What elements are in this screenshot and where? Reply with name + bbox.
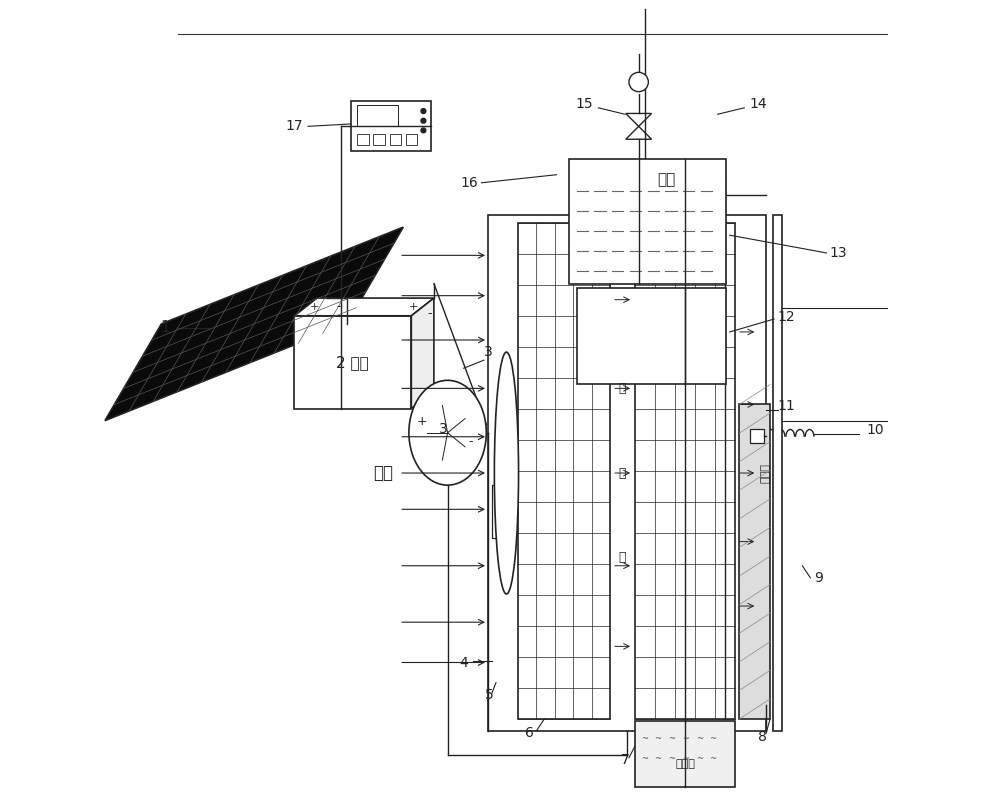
Circle shape <box>421 108 426 113</box>
Circle shape <box>629 72 648 91</box>
Polygon shape <box>294 298 434 316</box>
Text: -: - <box>428 307 432 320</box>
Text: 冷空气: 冷空气 <box>760 463 770 483</box>
Text: 6: 6 <box>525 726 534 739</box>
Polygon shape <box>411 298 434 409</box>
Ellipse shape <box>409 380 486 485</box>
Text: 7: 7 <box>621 753 629 767</box>
Text: 空: 空 <box>619 467 626 480</box>
Ellipse shape <box>494 352 519 594</box>
Text: +: + <box>409 302 418 312</box>
Bar <box>390 133 401 145</box>
Text: 空气: 空气 <box>373 464 393 482</box>
Text: ~: ~ <box>696 754 703 764</box>
Bar <box>351 100 431 150</box>
Text: 1: 1 <box>161 320 170 335</box>
Text: ~: ~ <box>709 754 716 764</box>
Bar <box>488 215 766 731</box>
Bar <box>357 133 369 145</box>
Text: +: + <box>310 302 319 312</box>
Text: 11: 11 <box>777 399 795 413</box>
Bar <box>406 133 417 145</box>
Polygon shape <box>105 227 403 421</box>
Bar <box>635 223 735 719</box>
Text: 16: 16 <box>460 176 478 190</box>
Text: ~: ~ <box>641 754 648 764</box>
Text: 13: 13 <box>830 246 847 260</box>
Text: ~: ~ <box>709 735 716 743</box>
Bar <box>581 375 722 384</box>
Text: -: - <box>337 300 341 313</box>
Bar <box>569 159 726 284</box>
Bar <box>635 722 735 787</box>
Circle shape <box>421 118 426 123</box>
Text: 3: 3 <box>439 421 448 436</box>
Text: 热: 热 <box>619 382 626 395</box>
Bar <box>581 357 722 366</box>
Text: ~: ~ <box>682 754 689 764</box>
Bar <box>581 340 722 349</box>
Text: ~: ~ <box>682 735 689 743</box>
Text: 2 电瓶: 2 电瓶 <box>336 354 369 370</box>
Text: 凝结水: 凝结水 <box>675 760 695 769</box>
Text: 3: 3 <box>484 345 493 359</box>
Text: ~: ~ <box>641 735 648 743</box>
Text: 5: 5 <box>485 688 494 701</box>
Circle shape <box>421 128 426 133</box>
Text: ~: ~ <box>696 735 703 743</box>
Bar <box>373 133 385 145</box>
Bar <box>773 215 782 731</box>
Text: 10: 10 <box>866 423 884 438</box>
Text: -: - <box>469 434 473 448</box>
Text: 17: 17 <box>286 120 303 133</box>
Bar <box>581 304 722 314</box>
Text: 8: 8 <box>758 730 766 743</box>
Bar <box>294 316 411 409</box>
Text: 9: 9 <box>814 571 823 585</box>
Text: ~: ~ <box>655 754 662 764</box>
Polygon shape <box>626 126 652 139</box>
Text: 净水: 净水 <box>657 172 675 188</box>
Bar <box>581 286 722 296</box>
Text: ~: ~ <box>668 754 675 764</box>
Polygon shape <box>626 113 652 126</box>
Bar <box>577 287 726 384</box>
Text: 14: 14 <box>749 97 767 111</box>
Bar <box>739 404 770 719</box>
Text: ~: ~ <box>668 735 675 743</box>
Text: 15: 15 <box>576 97 593 111</box>
Text: 12: 12 <box>777 311 795 324</box>
Bar <box>581 322 722 332</box>
Text: 4: 4 <box>459 655 468 670</box>
Bar <box>518 223 610 719</box>
Text: 气: 气 <box>619 551 626 564</box>
Bar <box>492 485 500 537</box>
Bar <box>357 105 398 126</box>
Text: ~: ~ <box>655 735 662 743</box>
Text: +: + <box>417 415 428 428</box>
Bar <box>750 429 764 443</box>
